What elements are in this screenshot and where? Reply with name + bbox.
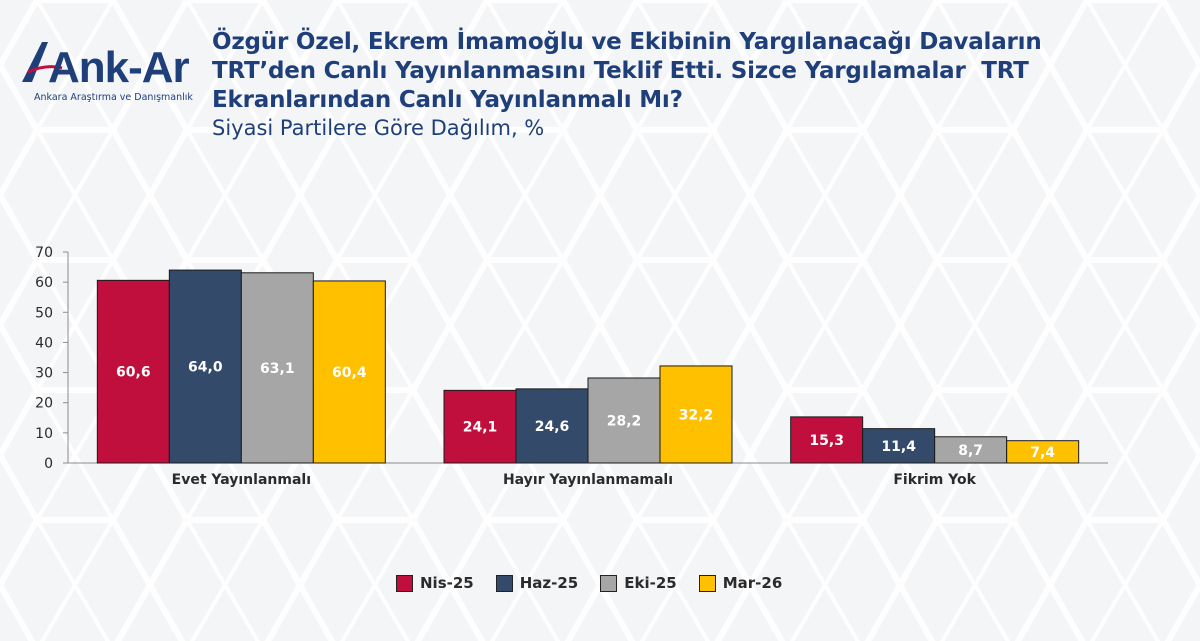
chart-title: Özgür Özel, Ekrem İmamoğlu ve Ekibinin Y… xyxy=(212,29,1042,113)
legend-swatch xyxy=(396,574,413,592)
data-label: 28,2 xyxy=(607,413,642,429)
data-label: 60,6 xyxy=(116,365,151,381)
legend-label: Nis-25 xyxy=(420,574,474,592)
legend-swatch xyxy=(698,574,716,592)
y-tick-label: 60 xyxy=(35,275,53,291)
x-category-label: Evet Yayınlanmalı xyxy=(172,472,311,488)
y-tick-label: 30 xyxy=(35,366,53,382)
data-label: 8,7 xyxy=(958,443,983,459)
legend-label: Mar-26 xyxy=(722,574,783,592)
bar xyxy=(659,365,733,464)
legend-item: Haz-25 xyxy=(495,574,579,592)
bar xyxy=(240,272,314,464)
y-tick-label: 20 xyxy=(35,396,53,412)
legend-item: Eki-25 xyxy=(600,574,677,592)
chart-legend: Nis-25 Haz-25 Eki-25 Mar-26 xyxy=(396,574,782,592)
legend-swatch xyxy=(495,574,513,592)
y-tick-label: 0 xyxy=(44,456,53,472)
data-label: 7,4 xyxy=(1030,445,1055,461)
data-label: 32,2 xyxy=(679,407,714,423)
legend-item: Mar-26 xyxy=(698,574,783,592)
y-tick-label: 40 xyxy=(35,335,53,351)
bar xyxy=(934,436,1008,464)
data-label: 63,1 xyxy=(260,361,295,377)
bar xyxy=(312,280,386,464)
bar xyxy=(168,269,242,464)
data-label: 11,4 xyxy=(881,439,916,455)
x-category-label: Hayır Yayınlanmamalı xyxy=(503,472,673,488)
legend-swatch xyxy=(600,574,618,592)
logo-subtitle: Ankara Araştırma ve Danışmanlık xyxy=(34,92,193,103)
legend-item: Nis-25 xyxy=(396,574,474,592)
logo-text: Ank-Ar xyxy=(48,43,190,92)
data-label: 24,1 xyxy=(463,420,498,436)
chart-subtitle: Siyasi Partilere Göre Dağılım, % xyxy=(212,116,545,140)
y-tick-label: 50 xyxy=(35,305,53,321)
data-label: 64,0 xyxy=(188,360,223,376)
data-label: 24,6 xyxy=(535,419,570,435)
ank-ar-logo: Ank-Ar Ankara Araştırma ve Danışmanlık xyxy=(18,34,193,109)
bar xyxy=(515,388,589,464)
bar xyxy=(443,389,517,464)
y-tick-label: 10 xyxy=(35,426,53,442)
legend-label: Haz-25 xyxy=(519,574,579,592)
data-label: 15,3 xyxy=(809,433,844,449)
bar xyxy=(587,377,661,464)
bar xyxy=(1006,440,1080,464)
logo-mark-icon xyxy=(22,42,63,82)
bar xyxy=(862,428,936,464)
data-label: 60,4 xyxy=(332,365,367,381)
legend-label: Eki-25 xyxy=(624,574,677,592)
bar xyxy=(96,279,170,464)
x-category-label: Fikrim Yok xyxy=(893,472,976,488)
y-tick-label: 70 xyxy=(35,245,53,261)
